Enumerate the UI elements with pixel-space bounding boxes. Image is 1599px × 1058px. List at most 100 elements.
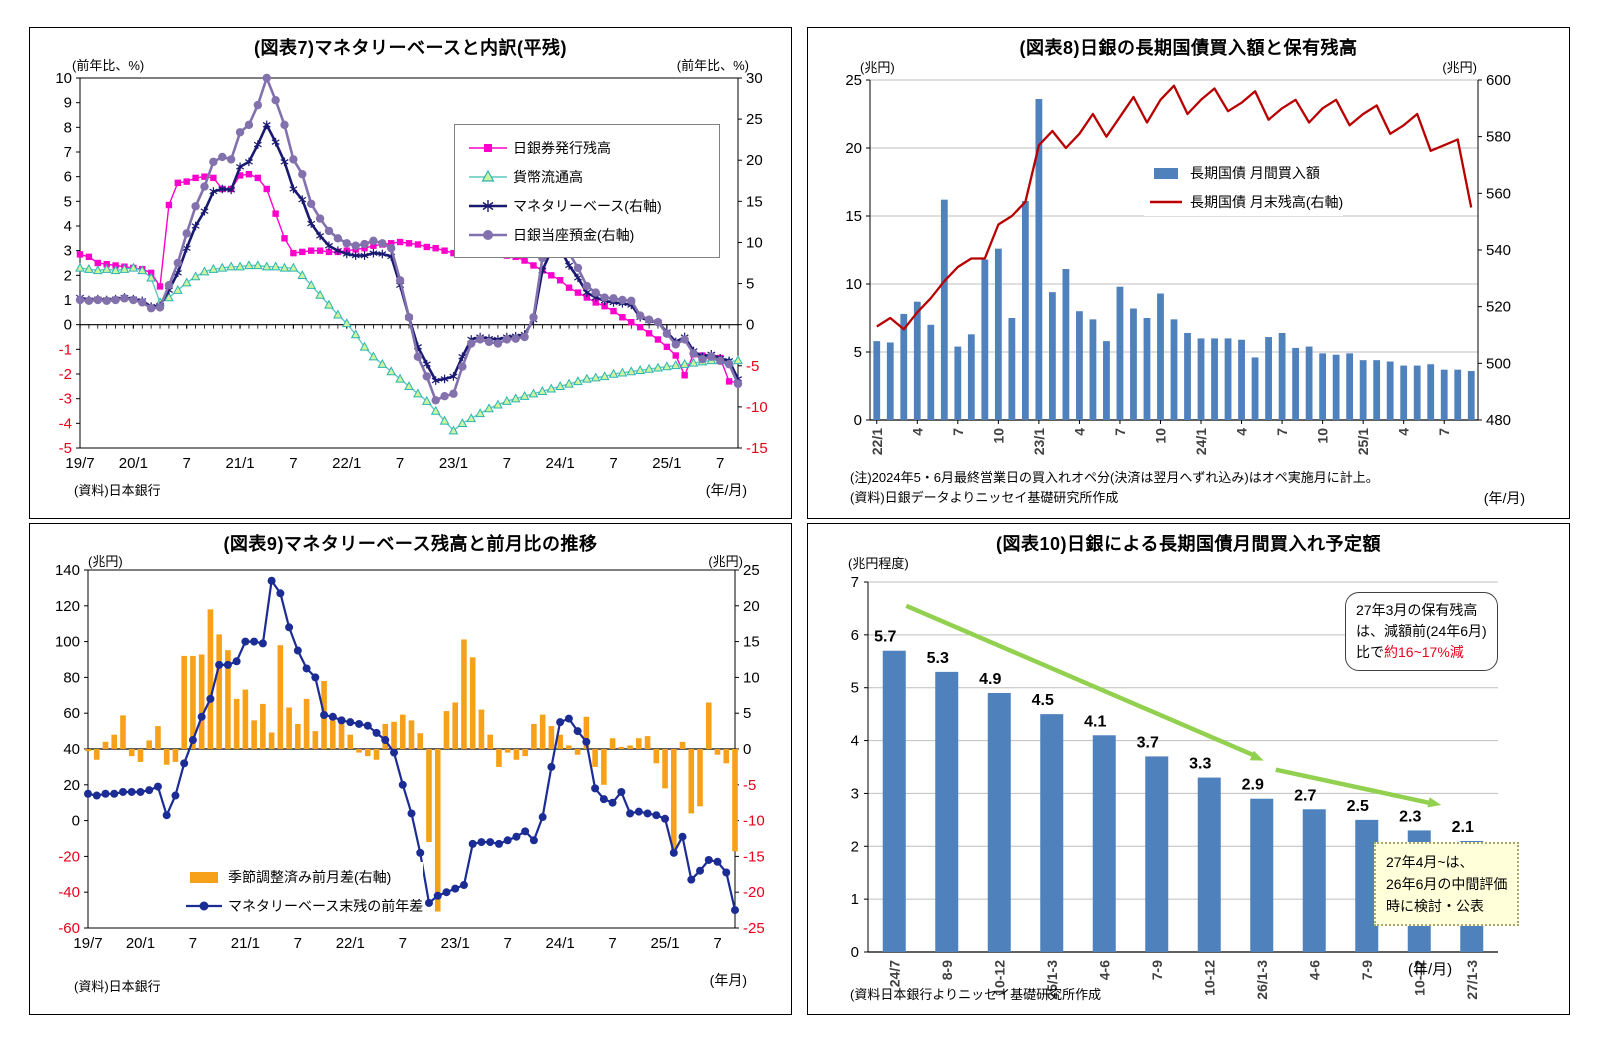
svg-text:0: 0 <box>64 317 72 334</box>
legend-label: 貨幣流通高 <box>513 168 583 185</box>
svg-text:80: 80 <box>63 669 80 686</box>
svg-text:23/1: 23/1 <box>441 935 470 952</box>
svg-text:20/1: 20/1 <box>126 935 155 952</box>
svg-text:20: 20 <box>743 598 760 615</box>
svg-text:100: 100 <box>55 634 80 651</box>
svg-text:-10: -10 <box>743 813 765 830</box>
figure8-notes: (注)2024年5・6月最終営業日の買入れオペ分(決済は翌月へずれ込み)はオペ実… <box>850 468 1379 508</box>
svg-text:4: 4 <box>1234 428 1250 436</box>
figure8-note2: (資料)日銀データよりニッセイ基礎研究所作成 <box>850 490 1119 505</box>
svg-text:4: 4 <box>1071 428 1087 436</box>
svg-text:9: 9 <box>64 95 72 112</box>
svg-text:7: 7 <box>399 935 407 952</box>
legend-item-yoy-difference: マネタリーベース末残の前年差 <box>182 891 423 920</box>
svg-text:24/1: 24/1 <box>546 935 575 952</box>
svg-text:5: 5 <box>64 193 72 210</box>
svg-text:7: 7 <box>1274 428 1290 436</box>
mom-change-series-icon <box>190 871 218 883</box>
figure8-panel: 0 5 10 15 20 25 480 500 520 540 560 580 600 22/1 4 7 10 2… <box>807 27 1570 519</box>
svg-text:4: 4 <box>64 218 72 235</box>
svg-text:2.7: 2.7 <box>1294 787 1316 804</box>
figure7-left-axis-unit: (前年比、%) <box>72 58 145 73</box>
figure10-panel: 0 1 2 3 4 5 6 7 5.7 5.3 4.9 4.5 4.1 3.7 3.3 2.9 2.7 2.5 2.… <box>807 523 1570 1015</box>
svg-text:22/1: 22/1 <box>336 935 365 952</box>
svg-text:4: 4 <box>851 733 859 750</box>
svg-text:7: 7 <box>64 144 72 161</box>
svg-text:24/1: 24/1 <box>1193 428 1209 455</box>
svg-text:-40: -40 <box>58 884 80 901</box>
svg-text:10: 10 <box>845 276 862 293</box>
svg-text:40: 40 <box>63 741 80 758</box>
svg-text:-20: -20 <box>743 884 765 901</box>
svg-text:0: 0 <box>854 412 862 429</box>
svg-text:-1: -1 <box>59 341 72 358</box>
svg-text:7: 7 <box>294 935 302 952</box>
svg-text:5: 5 <box>851 680 859 697</box>
figure9-x-unit: (年月) <box>709 972 747 988</box>
svg-text:7: 7 <box>713 935 721 952</box>
figure7-source: (資料)日本銀行 <box>74 483 161 498</box>
figure9-title: (図表9)マネタリーベース残高と前月比の推移 <box>223 534 598 554</box>
svg-text:21/1: 21/1 <box>225 455 254 472</box>
banknotes-series-icon <box>469 143 507 152</box>
svg-text:22/1: 22/1 <box>332 455 361 472</box>
legend-item-mom-change: 季節調整済み前月差(右軸) <box>182 862 423 891</box>
figure8-left-axis-unit: (兆円) <box>860 60 895 75</box>
legend-label: 長期国債 月末残高(右軸) <box>1190 193 1344 210</box>
svg-text:-5: -5 <box>746 358 759 375</box>
figure9-source: (資料)日本銀行 <box>74 979 161 994</box>
figure7-chart-svg: 109876543210-1-2-3-4-5302520151050-5-10-… <box>55 70 767 472</box>
svg-text:5.3: 5.3 <box>927 650 949 667</box>
svg-text:2: 2 <box>64 267 72 284</box>
legend-label: マネタリーベース(右軸) <box>513 197 662 214</box>
svg-text:20: 20 <box>63 777 80 794</box>
svg-text:3.7: 3.7 <box>1137 734 1159 751</box>
svg-text:22/1: 22/1 <box>869 428 885 455</box>
svg-text:1: 1 <box>64 292 72 309</box>
figure9-left-axis-unit: (兆円) <box>88 554 123 569</box>
svg-text:4: 4 <box>909 428 925 436</box>
svg-text:580: 580 <box>1486 129 1511 146</box>
svg-text:0: 0 <box>72 813 80 830</box>
svg-text:20: 20 <box>746 152 763 169</box>
svg-text:3: 3 <box>851 785 859 802</box>
legend-label: 長期国債 月間買入額 <box>1190 164 1320 181</box>
svg-text:1: 1 <box>851 891 859 908</box>
svg-text:7: 7 <box>183 455 191 472</box>
svg-text:540: 540 <box>1486 242 1511 259</box>
svg-text:25: 25 <box>845 72 862 89</box>
svg-text:19/7: 19/7 <box>65 455 94 472</box>
legend-label: マネタリーベース末残の前年差 <box>228 897 424 914</box>
svg-text:-20: -20 <box>58 848 80 865</box>
callout-line: 時に検討・公表 <box>1386 898 1484 914</box>
legend-item-banknotes: 日銀券発行残高 <box>467 133 707 162</box>
svg-text:8-9: 8-9 <box>939 960 955 980</box>
figure8-chart-svg: 0 5 10 15 20 25 480 500 520 540 560 580 600 22/1 4 7 10 2… <box>845 72 1511 455</box>
svg-text:24/7: 24/7 <box>886 960 902 987</box>
figure8-legend: 長期国債 月間買入額 長期国債 月末残高(右軸) <box>1144 158 1344 216</box>
svg-text:520: 520 <box>1486 299 1511 316</box>
svg-text:6: 6 <box>64 169 72 186</box>
svg-text:5: 5 <box>743 705 751 722</box>
figure10-holdings-callout: 27年3月の保有残高 は、減額前(24年6月) 比で約16~17%減 <box>1345 592 1498 671</box>
svg-text:140: 140 <box>55 562 80 579</box>
svg-text:3.3: 3.3 <box>1189 756 1211 773</box>
svg-text:10: 10 <box>1153 428 1169 444</box>
figure10-axis-unit: (兆円程度) <box>848 556 909 571</box>
monetary-base-series-icon <box>469 199 507 212</box>
svg-text:27/1-3: 27/1-3 <box>1464 960 1480 1000</box>
svg-text:25: 25 <box>746 111 763 128</box>
legend-item-monthly-purchases: 長期国債 月間買入額 <box>1144 158 1343 187</box>
svg-text:0: 0 <box>851 944 859 961</box>
figure7-title: (図表7)マネタリーベースと内訳(平残) <box>253 38 568 58</box>
svg-text:25/1-3: 25/1-3 <box>1044 960 1060 1000</box>
svg-text:7: 7 <box>608 935 616 952</box>
svg-text:-5: -5 <box>743 777 756 794</box>
svg-text:4: 4 <box>1396 428 1412 436</box>
jgb-balance-series-icon <box>1150 200 1182 203</box>
svg-text:2.3: 2.3 <box>1399 808 1421 825</box>
svg-text:480: 480 <box>1486 412 1511 429</box>
figure8-note1: (注)2024年5・6月最終営業日の買入れオペ分(決済は翌月へずれ込み)はオペ実… <box>850 470 1379 485</box>
svg-text:15: 15 <box>845 208 862 225</box>
svg-text:7-9: 7-9 <box>1149 960 1165 980</box>
